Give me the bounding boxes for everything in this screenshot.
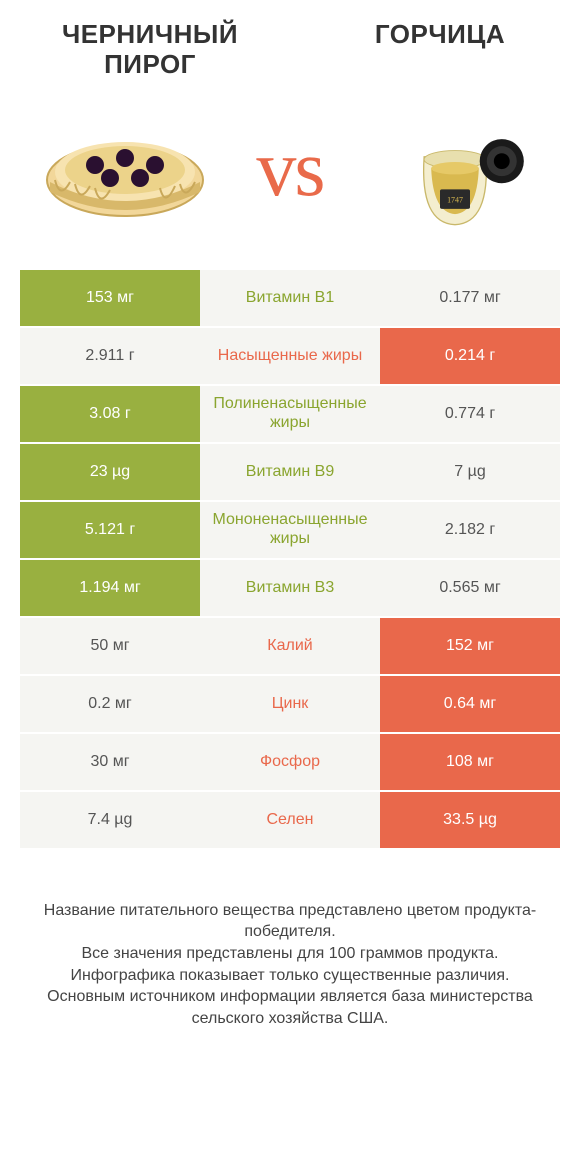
footer-notes: Название питательного вещества представл… [0, 850, 580, 1050]
table-row: 2.911 гНасыщенные жиры0.214 г [20, 328, 560, 386]
table-row: 23 µgВитамин B97 µg [20, 444, 560, 502]
footer-line: Инфографика показывает только существенн… [30, 965, 550, 987]
right-value: 0.774 г [380, 386, 560, 442]
table-row: 0.2 мгЦинк0.64 мг [20, 676, 560, 734]
nutrient-label: Полиненасыщенные жиры [200, 386, 380, 442]
svg-text:1747: 1747 [447, 195, 463, 204]
image-row: vs 1747 [0, 90, 580, 270]
right-value: 7 µg [380, 444, 560, 500]
header: ЧЕРНИЧНЫЙ ПИРОГ ГОРЧИЦА [0, 0, 580, 90]
nutrient-label: Селен [200, 792, 380, 848]
left-value: 2.911 г [20, 328, 200, 384]
table-row: 3.08 гПолиненасыщенные жиры0.774 г [20, 386, 560, 444]
left-value: 153 мг [20, 270, 200, 326]
right-value: 108 мг [380, 734, 560, 790]
right-product-title: ГОРЧИЦА [340, 20, 540, 50]
nutrient-label: Калий [200, 618, 380, 674]
vs-label: vs [256, 124, 323, 215]
right-value: 0.64 мг [380, 676, 560, 732]
right-value: 33.5 µg [380, 792, 560, 848]
nutrient-label: Витамин B3 [200, 560, 380, 616]
table-row: 5.121 гМононенасыщенные жиры2.182 г [20, 502, 560, 560]
blueberry-pie-icon [40, 100, 210, 240]
nutrient-label: Цинк [200, 676, 380, 732]
nutrient-label: Мононенасыщенные жиры [200, 502, 380, 558]
left-value: 0.2 мг [20, 676, 200, 732]
table-row: 153 мгВитамин B10.177 мг [20, 270, 560, 328]
table-row: 1.194 мгВитамин B30.565 мг [20, 560, 560, 618]
left-value: 7.4 µg [20, 792, 200, 848]
nutrient-label: Витамин B1 [200, 270, 380, 326]
mustard-jar-icon: 1747 [370, 100, 540, 240]
footer-line: Все значения представлены для 100 граммо… [30, 943, 550, 965]
left-value: 23 µg [20, 444, 200, 500]
table-row: 30 мгФосфор108 мг [20, 734, 560, 792]
left-value: 50 мг [20, 618, 200, 674]
right-value: 2.182 г [380, 502, 560, 558]
table-row: 50 мгКалий152 мг [20, 618, 560, 676]
table-row: 7.4 µgСелен33.5 µg [20, 792, 560, 850]
left-value: 3.08 г [20, 386, 200, 442]
left-value: 1.194 мг [20, 560, 200, 616]
nutrient-label: Витамин B9 [200, 444, 380, 500]
right-value: 0.177 мг [380, 270, 560, 326]
nutrient-label: Фосфор [200, 734, 380, 790]
left-value: 5.121 г [20, 502, 200, 558]
left-product-title: ЧЕРНИЧНЫЙ ПИРОГ [40, 20, 260, 80]
nutrient-label: Насыщенные жиры [200, 328, 380, 384]
footer-line: Основным источником информации является … [30, 986, 550, 1029]
right-value: 0.214 г [380, 328, 560, 384]
right-value: 152 мг [380, 618, 560, 674]
right-value: 0.565 мг [380, 560, 560, 616]
left-value: 30 мг [20, 734, 200, 790]
footer-line: Название питательного вещества представл… [30, 900, 550, 943]
comparison-table: 153 мгВитамин B10.177 мг2.911 гНасыщенны… [0, 270, 580, 850]
